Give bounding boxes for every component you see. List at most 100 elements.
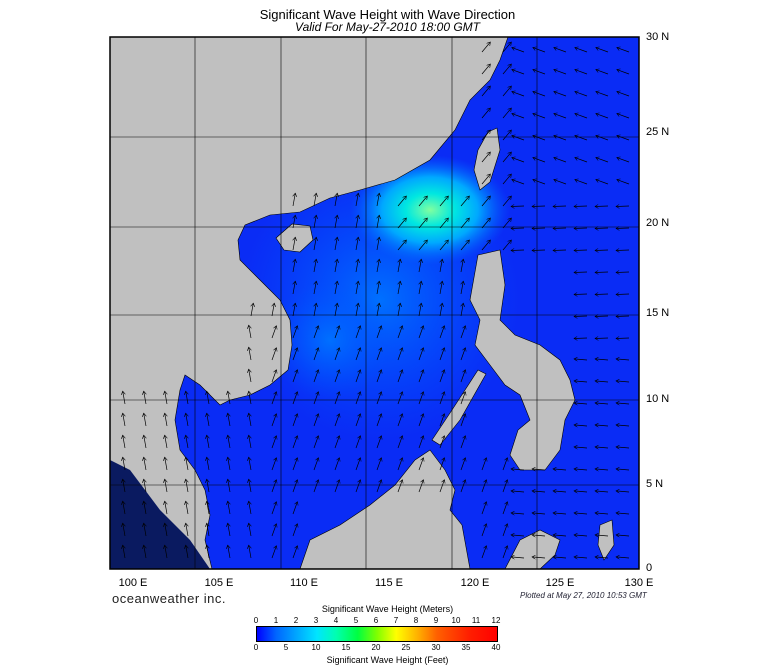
wave-arrow xyxy=(596,158,609,163)
wave-arrow xyxy=(271,414,276,427)
wave-arrow xyxy=(595,535,609,536)
wave-arrow xyxy=(596,180,609,185)
wave-arrow xyxy=(439,370,444,383)
lon-label-100e: 100 E xyxy=(118,577,148,589)
wave-arrow xyxy=(335,281,337,295)
wave-arrow xyxy=(511,513,525,514)
wave-arrow xyxy=(397,240,406,251)
lon-label-125e: 125 E xyxy=(545,577,575,589)
lon-label-120e: 120 E xyxy=(460,577,490,589)
wave-arrow xyxy=(293,237,295,251)
wave-arrow xyxy=(271,480,276,493)
wave-arrow xyxy=(249,457,251,471)
wave-arrow xyxy=(574,338,588,339)
wave-arrow xyxy=(595,425,609,426)
wave-arrow xyxy=(207,457,209,471)
wave-arrow xyxy=(207,479,209,493)
wave-arrow xyxy=(511,535,525,536)
wave-arrow xyxy=(313,348,318,361)
wave-arrow xyxy=(512,92,525,97)
wave-arrow xyxy=(460,392,465,405)
wave-arrow xyxy=(460,458,465,471)
wave-arrow xyxy=(512,158,525,163)
wave-arrow xyxy=(554,114,567,119)
wave-arrow xyxy=(481,152,490,163)
wave-arrow xyxy=(511,491,525,492)
wave-arrow xyxy=(533,92,546,97)
lat-label-25n: 25 N xyxy=(646,126,670,138)
wave-arrow xyxy=(553,250,567,251)
small-island-east xyxy=(597,519,615,561)
wave-arrow xyxy=(532,228,546,229)
wave-arrow xyxy=(502,130,511,141)
wave-arrow xyxy=(249,435,251,449)
lon-label-130e: 130 E xyxy=(624,577,654,589)
wave-arrow xyxy=(356,259,358,273)
legend-feet-tick: 40 xyxy=(491,643,501,652)
wave-arrow xyxy=(334,392,339,405)
wave-arrow xyxy=(532,513,546,514)
legend-feet-tick: 30 xyxy=(431,643,441,652)
wave-arrow xyxy=(186,391,188,405)
wave-arrow xyxy=(553,535,567,536)
wave-arrow xyxy=(554,180,567,185)
wave-arrow xyxy=(418,414,423,427)
wave-arrow xyxy=(334,480,339,493)
wave-arrow xyxy=(502,196,511,207)
legend-meters-tick: 2 xyxy=(293,616,299,625)
legend-feet-label: Significant Wave Height (Feet) xyxy=(326,655,449,665)
wave-arrow xyxy=(616,403,630,404)
sulawesi-island xyxy=(504,529,561,569)
wave-arrow xyxy=(553,491,567,492)
legend-meters-label: Significant Wave Height (Meters) xyxy=(321,604,454,614)
lat-label-20n: 20 N xyxy=(646,217,670,229)
taiwan-island xyxy=(473,127,501,191)
wave-arrow xyxy=(553,557,567,558)
wave-arrow xyxy=(207,523,209,537)
wave-arrow xyxy=(356,303,358,317)
wave-arrow xyxy=(271,370,276,383)
wave-arrow xyxy=(481,130,490,141)
wave-arrow xyxy=(502,480,507,493)
wave-arrow xyxy=(575,136,588,141)
wave-arrow xyxy=(617,48,630,53)
wave-arrow xyxy=(511,206,525,207)
wave-arrow xyxy=(228,523,230,537)
wave-arrow xyxy=(574,206,588,207)
wave-arrow xyxy=(532,557,546,558)
wave-arrow xyxy=(376,436,381,449)
legend-meters-tick: 5 xyxy=(353,616,359,625)
wave-arrow xyxy=(355,326,360,339)
wave-arrow xyxy=(512,48,525,53)
wave-arrow xyxy=(207,413,209,427)
wave-arrow xyxy=(249,545,251,559)
wave-arrow xyxy=(228,457,230,471)
wave-arrow xyxy=(292,392,297,405)
wave-arrow xyxy=(574,294,588,295)
wave-arrow xyxy=(186,435,188,449)
wave-arrow xyxy=(207,435,209,449)
wave-arrow xyxy=(186,523,188,537)
wave-arrow xyxy=(397,218,406,229)
wave-arrow xyxy=(419,281,421,295)
wave-arrow xyxy=(397,196,406,207)
wave-arrow xyxy=(574,535,588,536)
wave-arrow xyxy=(144,457,146,471)
wave-arrow xyxy=(356,193,358,207)
wave-arrow xyxy=(313,480,318,493)
wave-zone-high xyxy=(350,155,510,265)
wave-arrow xyxy=(617,70,630,75)
wave-arrow xyxy=(271,502,276,515)
wave-arrow xyxy=(334,458,339,471)
wave-arrow xyxy=(165,413,167,427)
wave-arrow xyxy=(439,240,448,251)
wave-arrow xyxy=(595,316,609,317)
wave-arrow xyxy=(481,42,490,53)
wave-arrow xyxy=(481,458,486,471)
lon-label-115e: 115 E xyxy=(375,577,403,589)
wave-arrow xyxy=(271,458,276,471)
wave-arrow xyxy=(292,546,297,559)
wave-arrow xyxy=(165,479,167,493)
wave-arrow xyxy=(377,303,379,317)
wave-arrow xyxy=(271,436,276,449)
